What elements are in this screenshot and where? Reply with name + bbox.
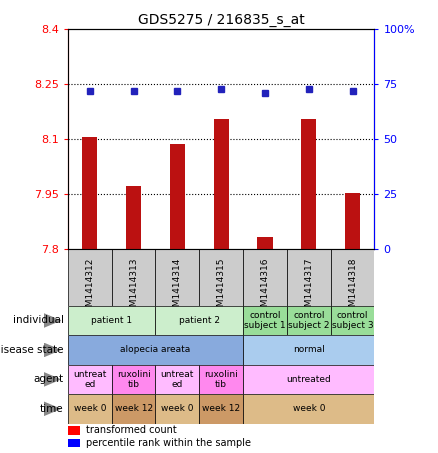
Text: GSM1414318: GSM1414318 [348,258,357,318]
Text: week 0: week 0 [161,405,194,413]
Bar [112,394,155,424]
Bar [112,249,155,306]
Bar [331,306,374,335]
Bar [243,249,287,306]
Text: transformed count: transformed count [86,425,177,435]
Polygon shape [44,342,61,357]
Polygon shape [44,401,61,416]
Text: week 12: week 12 [114,405,153,413]
Bar [155,365,199,394]
Text: week 0: week 0 [74,405,106,413]
Bar [214,119,229,249]
Text: GSM1414317: GSM1414317 [304,258,313,318]
Bar [345,193,360,249]
Text: percentile rank within the sample: percentile rank within the sample [86,438,251,448]
Text: GSM1414312: GSM1414312 [85,258,94,318]
Text: control
subject 1: control subject 1 [244,311,286,330]
Text: agent: agent [33,374,64,385]
Bar [287,306,331,335]
Bar [112,365,155,394]
Polygon shape [44,372,61,387]
Text: week 0: week 0 [293,405,325,413]
Text: untreated: untreated [286,375,331,384]
Text: week 12: week 12 [202,405,240,413]
Text: ruxolini
tib: ruxolini tib [204,370,238,389]
Text: time: time [40,404,64,414]
Text: patient 1: patient 1 [91,316,132,325]
Text: individual: individual [13,315,64,326]
Text: disease state: disease state [0,345,64,355]
Text: control
subject 2: control subject 2 [288,311,329,330]
Polygon shape [44,313,61,328]
Text: untreat
ed: untreat ed [161,370,194,389]
Bar [68,365,112,394]
Bar [301,119,316,249]
Bar [199,365,243,394]
Bar [68,394,112,424]
Text: alopecia areata: alopecia areata [120,346,191,354]
Text: GSM1414314: GSM1414314 [173,258,182,318]
Bar [243,365,374,394]
Text: GSM1414316: GSM1414316 [261,258,269,318]
Bar [199,249,243,306]
Bar [155,306,243,335]
Bar [331,249,374,306]
Bar [287,249,331,306]
Text: patient 2: patient 2 [179,316,220,325]
Bar [82,137,97,249]
Bar [155,394,199,424]
Text: GSM1414315: GSM1414315 [217,258,226,318]
Text: GSM1414313: GSM1414313 [129,258,138,318]
Text: ruxolini
tib: ruxolini tib [117,370,151,389]
Bar [243,394,374,424]
Bar [68,426,80,435]
Bar [68,249,112,306]
Bar [243,335,374,365]
Bar [199,394,243,424]
Bar [243,306,287,335]
Text: control
subject 3: control subject 3 [332,311,374,330]
Bar [68,439,80,447]
Bar [170,144,185,249]
Bar [68,306,155,335]
Bar [68,335,243,365]
Text: untreat
ed: untreat ed [73,370,106,389]
Bar [155,249,199,306]
Bar [126,186,141,249]
Text: normal: normal [293,346,325,354]
Bar [258,237,272,249]
Title: GDS5275 / 216835_s_at: GDS5275 / 216835_s_at [138,13,304,27]
